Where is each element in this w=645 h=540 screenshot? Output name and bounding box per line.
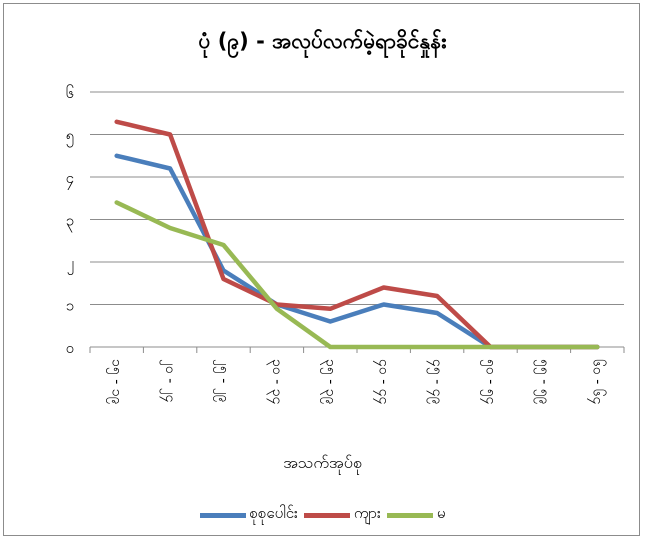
x-tick-label: ၂၅ - ၂၉	[214, 359, 232, 403]
y-tick-label: ၃	[66, 212, 74, 233]
x-axis-label: အသက်အုပ်စု	[283, 453, 362, 472]
legend-label-total: စုစုပေါင်း	[249, 504, 298, 522]
x-tick-label: ၃၀ - ၃၄	[267, 359, 285, 405]
legend-item-female: မ	[386, 504, 446, 526]
chart-title: ပုံ (၉) - အလုပ်လက်မဲ့ရာခိုင်နှုန်း	[198, 29, 447, 53]
x-tick-label: ၂၀ - ၂၄	[160, 359, 178, 403]
legend-label-female: မ	[436, 504, 446, 522]
x-tick-label: ၃၅ - ၃၉	[320, 359, 338, 405]
legend-item-total: စုစုပေါင်း	[199, 504, 298, 526]
legend-swatch-total	[199, 512, 246, 518]
legend-label-male: ကျား	[353, 504, 381, 522]
y-tick-label: ၀	[66, 339, 74, 357]
y-tick-label: ၄	[66, 169, 74, 190]
x-tick-label: ၄၀ - ၄၄	[374, 359, 392, 405]
x-tick-label: ၅၀ - ၅၄	[481, 359, 499, 405]
x-tick-label: ၅၅ - ၅၉	[534, 359, 552, 405]
legend: စုစုပေါင်း ကျား မ	[0, 504, 645, 526]
x-tick-label: ၁၅ - ၁၉	[107, 359, 125, 405]
series-line-2	[114, 200, 600, 350]
y-tick-label: ၅	[66, 127, 74, 148]
x-tick-label: ၄၅ - ၄၉	[427, 359, 445, 405]
legend-item-male: ကျား	[303, 504, 381, 526]
legend-swatch-male	[303, 512, 350, 518]
y-tick-label: ၂	[67, 254, 74, 275]
y-tick-label: ၆	[66, 84, 74, 102]
y-tick-label: ၁	[66, 297, 74, 315]
x-tick-label: ၆၀ - ၆၄	[587, 359, 605, 405]
legend-swatch-female	[386, 512, 433, 518]
